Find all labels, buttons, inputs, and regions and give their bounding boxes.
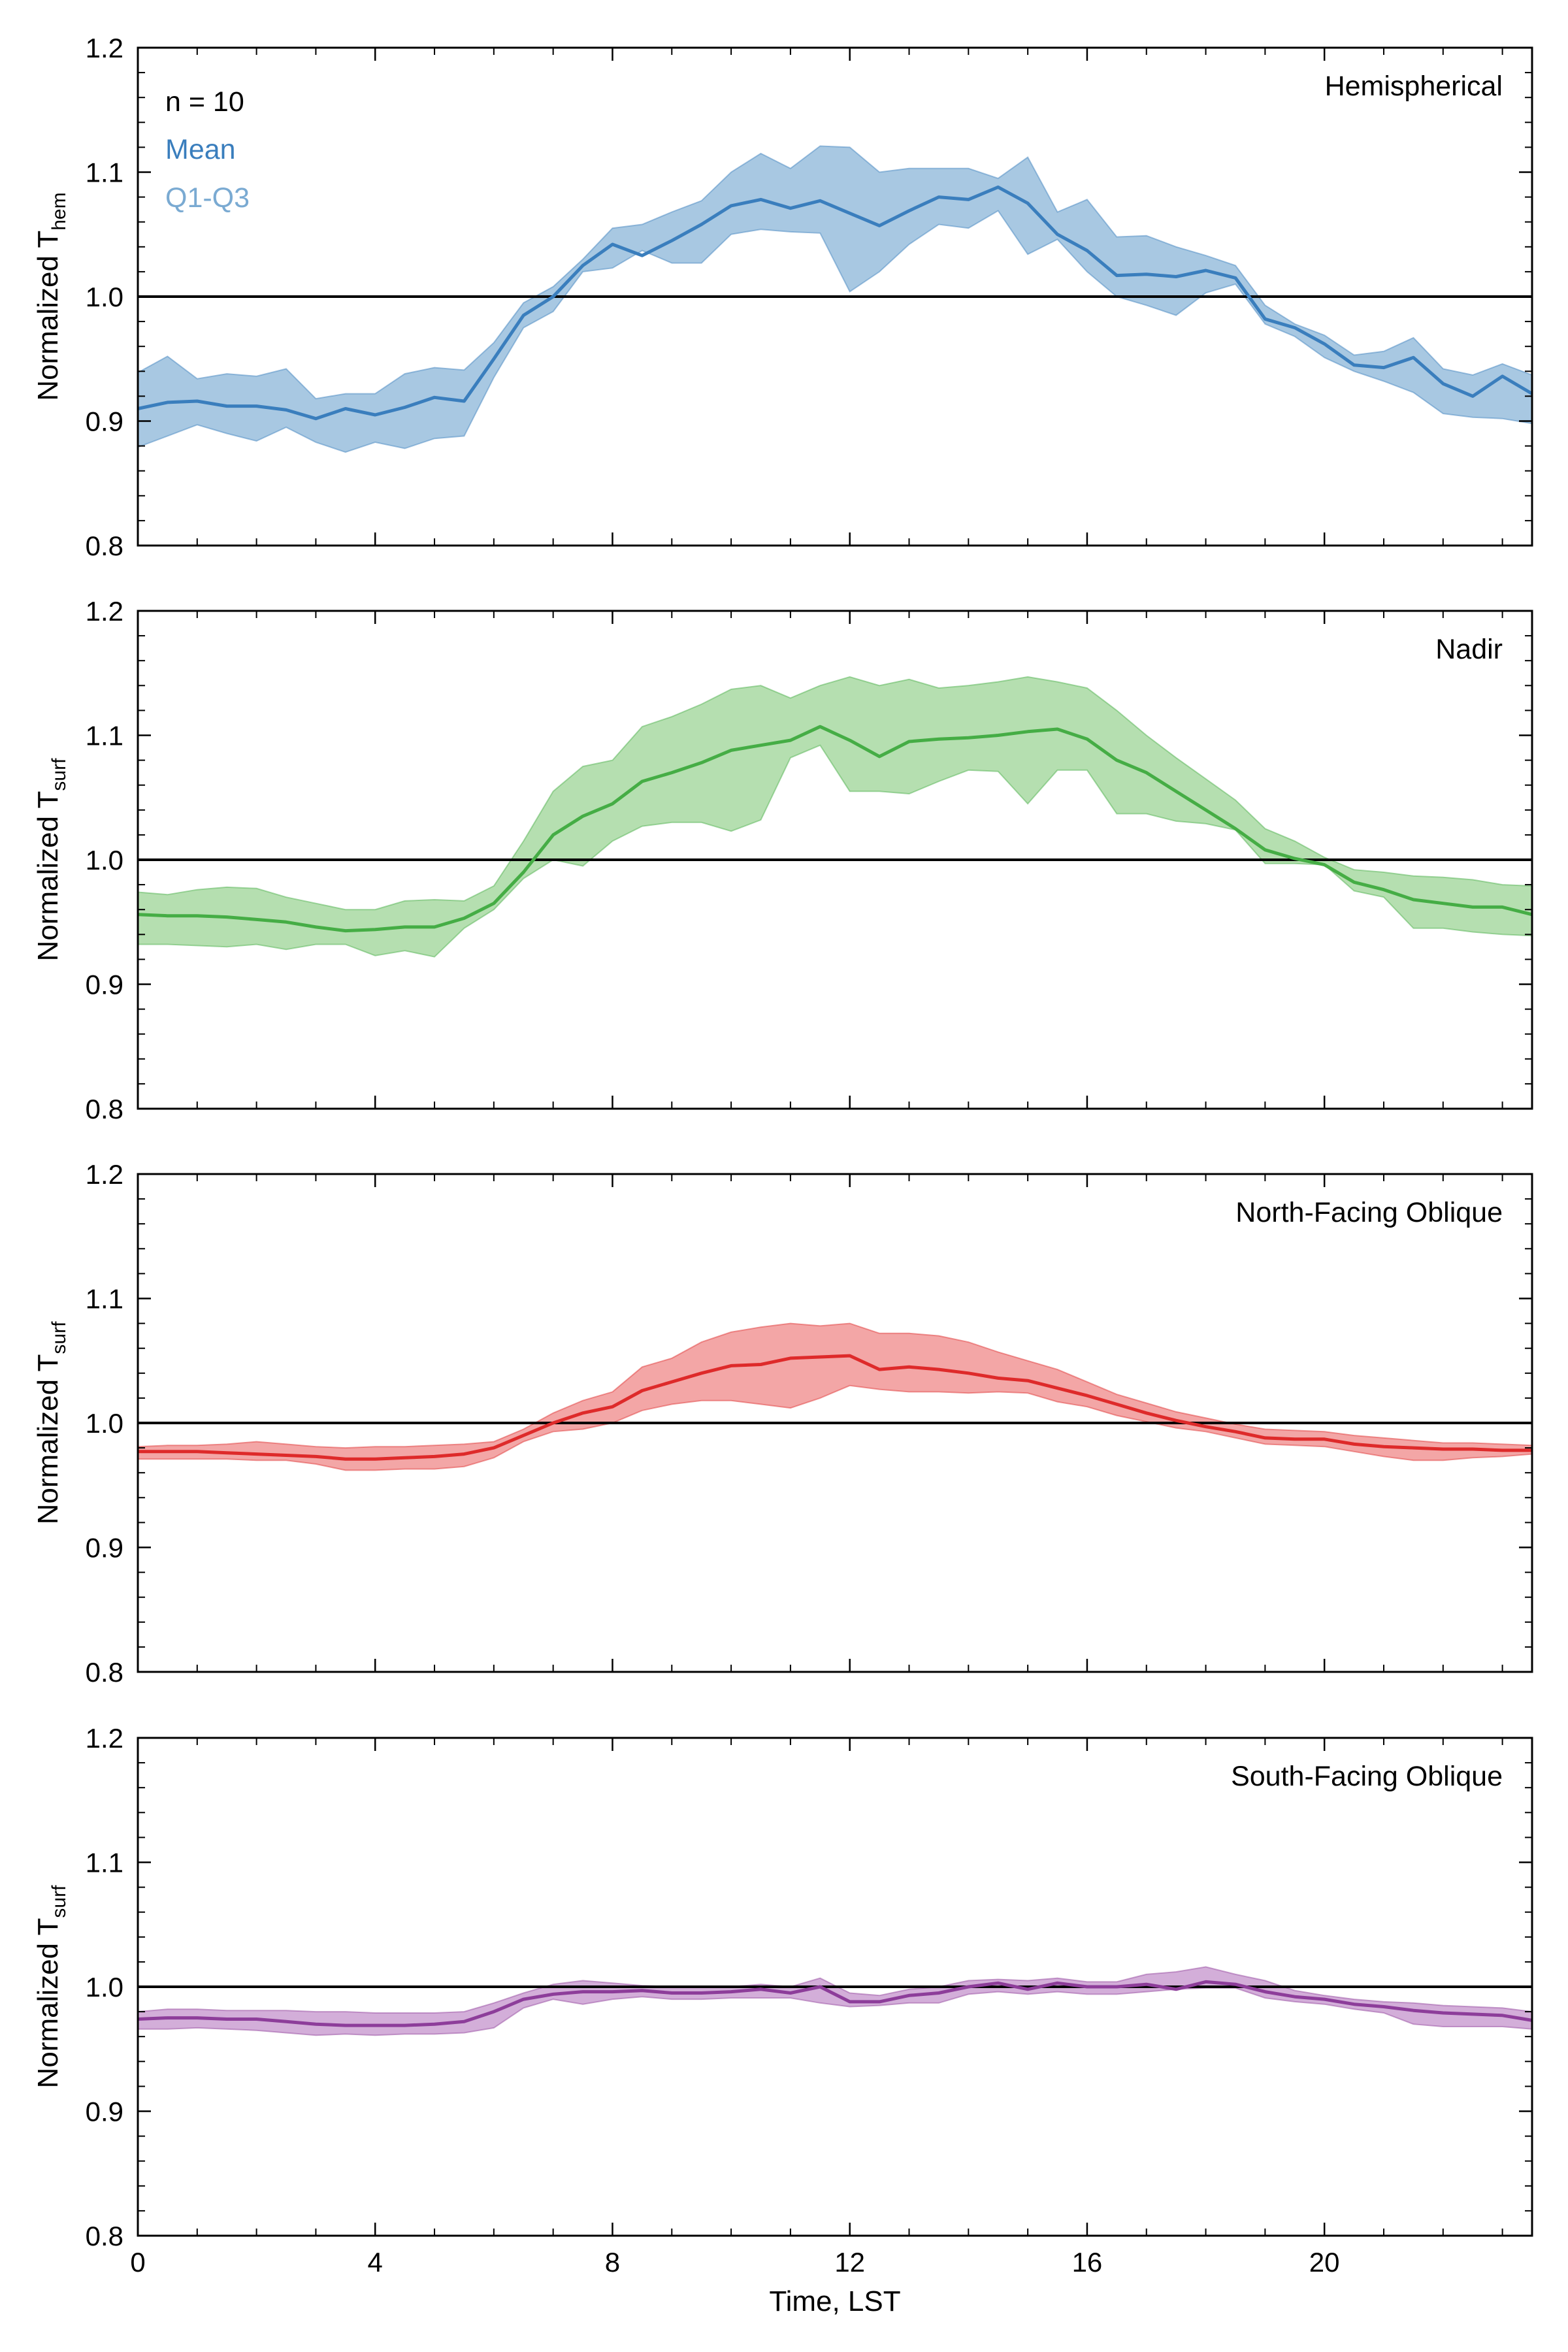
panel-1: 0.8 0.9 1.0 1.1 1.2 Nadir Normalized Tsurf bbox=[32, 596, 1533, 1124]
y-tick-label: 1.1 bbox=[86, 1848, 123, 1878]
legend-mean-text: Mean bbox=[165, 134, 236, 165]
y-tick-label: 1.0 bbox=[86, 1972, 123, 2002]
iqr-band bbox=[138, 1967, 1532, 2036]
y-tick-label: 0.8 bbox=[86, 1094, 123, 1124]
y-tick-label: 1.1 bbox=[86, 721, 123, 751]
iqr-band bbox=[138, 146, 1532, 453]
y-tick-label: 1.0 bbox=[86, 282, 123, 312]
iqr-band bbox=[138, 677, 1532, 957]
x-tick-label: 12 bbox=[834, 2247, 865, 2278]
x-tick-label: 4 bbox=[368, 2247, 383, 2278]
y-axis-label: Normalized Tsurf bbox=[32, 1885, 70, 2089]
panel-label: North-Facing Oblique bbox=[1235, 1197, 1503, 1228]
q3-line bbox=[137, 676, 1533, 911]
x-axis-label: Time, LST bbox=[769, 2285, 900, 2317]
sample-count-text: n = 10 bbox=[165, 86, 244, 118]
mean-line bbox=[137, 1980, 1533, 2027]
x-tick-label: 8 bbox=[605, 2247, 620, 2278]
y-tick-label: 1.0 bbox=[86, 1408, 123, 1439]
y-tick-label: 0.8 bbox=[86, 1657, 123, 1688]
q1-line bbox=[138, 1384, 1533, 1471]
q1-line bbox=[138, 744, 1533, 958]
x-tick-label: 16 bbox=[1072, 2247, 1103, 2278]
y-tick-label: 1.2 bbox=[86, 1159, 123, 1190]
panel-2: 0.8 0.9 1.0 1.1 1.2 North-Facing Oblique Norma… bbox=[32, 1159, 1533, 1688]
y-tick-label: 1.2 bbox=[86, 596, 123, 627]
y-tick-label: 1.0 bbox=[86, 845, 123, 875]
mean-line bbox=[137, 185, 1533, 421]
panel-label: South-Facing Oblique bbox=[1231, 1761, 1503, 1792]
x-tick-label: 0 bbox=[130, 2247, 145, 2278]
mean-line bbox=[137, 725, 1533, 933]
y-tick-label: 1.1 bbox=[86, 157, 123, 188]
y-axis-label: Normalized Tsurf bbox=[32, 758, 70, 962]
mean-line bbox=[138, 1354, 1532, 1461]
q3-line bbox=[137, 1322, 1533, 1449]
y-tick-label: 1.1 bbox=[86, 1284, 123, 1315]
y-tick-label: 0.9 bbox=[86, 1533, 123, 1563]
x-tick-label: 20 bbox=[1309, 2247, 1340, 2278]
q1-line bbox=[138, 1987, 1533, 2036]
y-tick-label: 0.9 bbox=[86, 2097, 123, 2127]
y-tick-label: 0.9 bbox=[86, 970, 123, 1000]
panel-0: 0.8 0.9 1.0 1.1 1.2 Hemispherical Normalized T… bbox=[32, 33, 1533, 561]
y-tick-label: 1.2 bbox=[86, 1723, 123, 1754]
legend-iqr-text: Q1-Q3 bbox=[165, 182, 250, 214]
panel-label: Nadir bbox=[1435, 634, 1503, 665]
y-tick-label: 0.8 bbox=[86, 2221, 123, 2251]
panel-3: 0.8 0.9 1.0 1.1 1.2 0 4 8 12 16 20 South-Facing Obl… bbox=[32, 1723, 1533, 2317]
y-tick-label: 0.8 bbox=[86, 531, 123, 561]
y-axis-label: Normalized Them bbox=[32, 192, 70, 400]
y-tick-label: 0.9 bbox=[86, 406, 123, 437]
q3-line bbox=[137, 145, 1533, 400]
y-axis-label: Normalized Tsurf bbox=[32, 1321, 70, 1525]
q1-line bbox=[137, 210, 1533, 453]
panel-label: Hemispherical bbox=[1325, 71, 1503, 102]
y-tick-label: 1.2 bbox=[86, 33, 123, 63]
